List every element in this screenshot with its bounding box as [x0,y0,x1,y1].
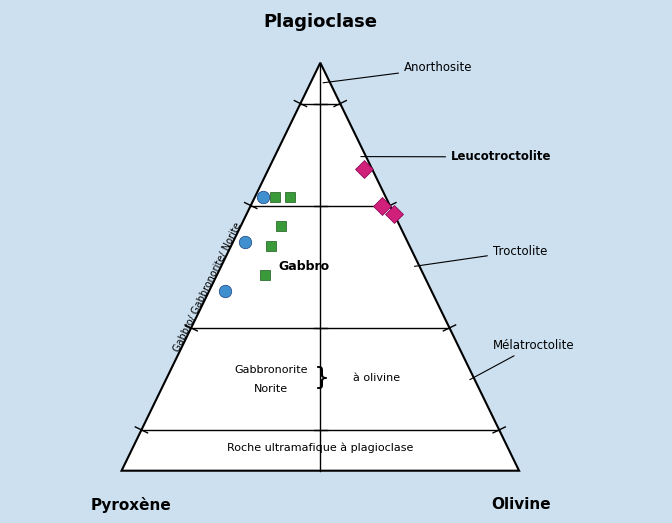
Text: Mélatroctolite: Mélatroctolite [470,339,575,380]
Text: Norite: Norite [254,384,288,394]
Text: }: } [313,366,329,390]
Text: Leucotroctolite: Leucotroctolite [361,151,552,163]
Text: Gabbro/ Gabbronorite/ Norite: Gabbro/ Gabbronorite/ Norite [172,221,243,354]
Text: Roche ultramafique à plagioclase: Roche ultramafique à plagioclase [227,442,413,453]
Text: Gabbro: Gabbro [278,260,329,272]
Text: Pyroxène: Pyroxène [90,497,171,513]
Text: Troctolite: Troctolite [415,245,547,266]
Polygon shape [122,63,519,471]
Text: Olivine: Olivine [491,497,550,512]
Text: à olivine: à olivine [353,373,400,383]
Text: Anorthosite: Anorthosite [323,62,472,83]
Text: Plagioclase: Plagioclase [263,14,377,31]
Text: Gabbronorite: Gabbronorite [235,366,308,376]
